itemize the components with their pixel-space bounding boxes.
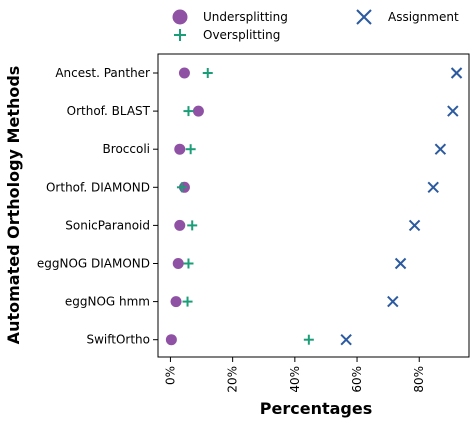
oversplitting-point xyxy=(182,296,193,307)
legend-label: Assignment xyxy=(388,10,459,24)
assignment-legend-marker xyxy=(356,9,372,25)
undersplitting-point xyxy=(174,143,186,155)
y-axis: Ancest. Panther Orthof. BLAST Broccoli Orth… xyxy=(37,66,158,347)
y-tick-label: Broccoli xyxy=(103,142,150,156)
assignment-point xyxy=(434,143,447,155)
x-tick-label: 80% xyxy=(412,366,426,393)
x-tick-label: 40% xyxy=(288,366,302,393)
assignment-point xyxy=(450,67,463,79)
undersplitting-point xyxy=(178,67,190,79)
assignment-point xyxy=(340,333,352,346)
y-tick-label: SwiftOrtho xyxy=(86,333,150,347)
x-axis: 0% 20% 40% 60% 80% xyxy=(163,357,426,393)
undersplitting-point xyxy=(192,105,204,117)
y-tick-label: eggNOG DIAMOND xyxy=(37,257,150,271)
y-tick-label: eggNOG hmm xyxy=(65,295,150,309)
data-marks xyxy=(165,67,463,346)
x-tick-label: 20% xyxy=(226,366,240,393)
oversplitting-legend-marker xyxy=(174,29,186,41)
y-tick-label: Orthof. DIAMOND xyxy=(46,180,150,194)
y-tick-label: Ancest. Panther xyxy=(55,66,150,80)
oversplitting-point xyxy=(187,220,198,231)
oversplitting-point xyxy=(183,106,194,117)
oversplitting-point xyxy=(176,182,187,193)
undersplitting-legend-marker xyxy=(172,9,188,25)
legend-item-assignment: Assignment xyxy=(356,9,459,25)
legend-label: Undersplitting xyxy=(203,10,288,24)
undersplitting-point xyxy=(172,258,184,269)
undersplitting-point xyxy=(165,334,177,346)
y-axis-title: Automated Orthology Methods xyxy=(4,66,23,345)
plot-area-frame xyxy=(157,53,470,358)
x-axis-title: Percentages xyxy=(260,399,372,418)
oversplitting-point xyxy=(303,334,314,345)
undersplitting-point xyxy=(174,219,186,231)
assignment-point xyxy=(447,105,459,117)
legend-item-undersplitting: Undersplitting xyxy=(172,9,288,25)
x-tick-label: 0% xyxy=(163,366,177,385)
x-tick-label: 60% xyxy=(350,366,364,393)
assignment-point xyxy=(387,295,399,308)
undersplitting-point xyxy=(170,296,182,308)
oversplitting-point xyxy=(202,68,213,78)
legend-item-oversplitting: Oversplitting xyxy=(174,28,280,42)
assignment-point xyxy=(394,257,407,270)
oversplitting-point xyxy=(185,144,196,155)
y-tick-label: Orthof. BLAST xyxy=(67,104,151,118)
legend-label: Oversplitting xyxy=(203,28,280,42)
y-tick-label: SonicParanoid xyxy=(65,218,150,232)
legend: Undersplitting Oversplitting Assignment xyxy=(172,9,459,42)
assignment-point xyxy=(427,181,439,194)
oversplitting-point xyxy=(183,258,194,269)
assignment-point xyxy=(408,219,421,232)
